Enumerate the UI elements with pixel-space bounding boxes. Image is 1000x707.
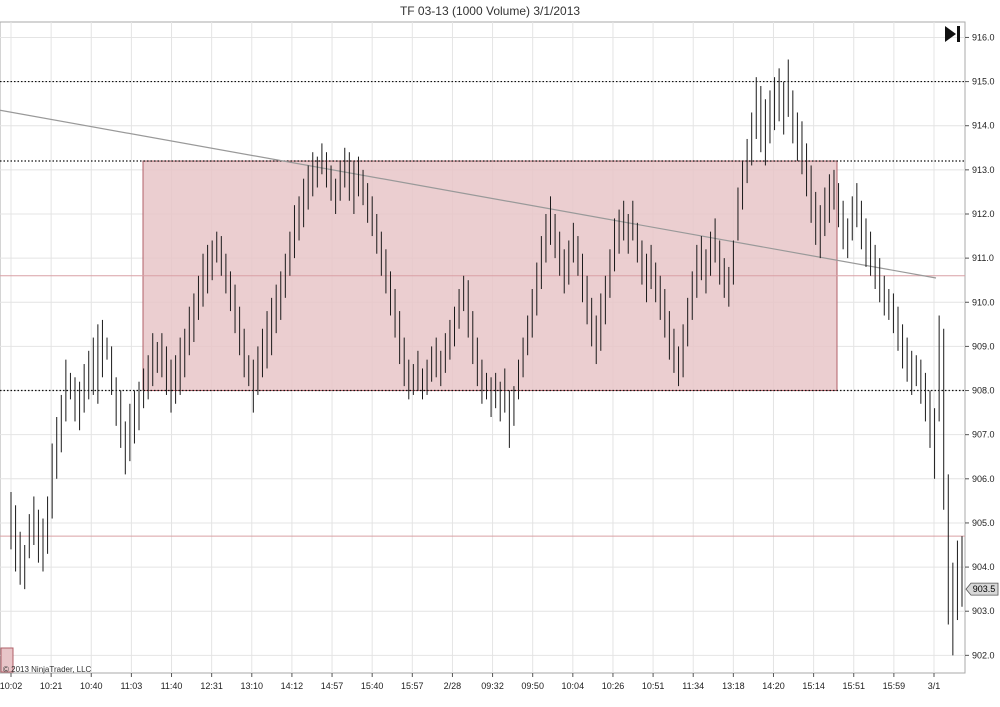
x-tick-label: 15:51 bbox=[842, 681, 865, 691]
trendline bbox=[0, 109, 937, 279]
y-tick-label: 909.0 bbox=[972, 341, 995, 351]
x-tick-label: 09:50 bbox=[521, 681, 544, 691]
last-price-badge: 903.5 bbox=[965, 582, 999, 596]
last-price-label: 903.5 bbox=[973, 584, 996, 594]
y-axis: 902.0 903.0 904.0 905.0 906.0 907.0 908.0 909.0… bbox=[965, 32, 995, 660]
x-tick-label: 14:20 bbox=[762, 681, 785, 691]
y-tick-label: 911.0 bbox=[972, 253, 994, 263]
y-tick-label: 910.0 bbox=[972, 297, 995, 307]
y-tick-label: 903.0 bbox=[972, 606, 995, 616]
x-tick-label: 15:14 bbox=[802, 681, 825, 691]
x-tick-label: 15:59 bbox=[883, 681, 906, 691]
x-tick-label: 15:40 bbox=[361, 681, 384, 691]
x-tick-label: 09:32 bbox=[481, 681, 504, 691]
chart-title: TF 03-13 (1000 Volume) 3/1/2013 bbox=[400, 4, 580, 18]
x-tick-label: 10:21 bbox=[40, 681, 63, 691]
x-tick-label: 10:04 bbox=[562, 681, 585, 691]
trend-line bbox=[0, 109, 937, 279]
y-tick-label: 915.0 bbox=[972, 77, 995, 87]
y-tick-label: 904.0 bbox=[972, 562, 995, 572]
x-tick-label: 11:40 bbox=[161, 681, 183, 691]
scroll-end-button[interactable] bbox=[940, 24, 964, 44]
x-axis: 10:02 10:21 10:40 11:03 11:40 12:31 13:10 14:12… bbox=[0, 673, 940, 691]
x-tick-label: 13:18 bbox=[722, 681, 745, 691]
ohlc-bars bbox=[10, 59, 963, 656]
x-tick-label: 12:31 bbox=[200, 681, 223, 691]
x-tick-label: 11:03 bbox=[120, 681, 142, 691]
y-tick-label: 905.0 bbox=[972, 518, 995, 528]
y-tick-label: 913.0 bbox=[972, 165, 995, 175]
x-tick-label: 14:57 bbox=[321, 681, 344, 691]
y-tick-label: 906.0 bbox=[972, 474, 995, 484]
x-tick-label: 13:10 bbox=[241, 681, 264, 691]
zone-handle[interactable] bbox=[0, 647, 14, 673]
x-tick-label: 3/1 bbox=[928, 681, 941, 691]
x-tick-label: 2/28 bbox=[444, 681, 462, 691]
x-tick-label: 10:26 bbox=[602, 681, 625, 691]
x-tick-label: 14:12 bbox=[281, 681, 304, 691]
x-tick-label: 10:02 bbox=[0, 681, 22, 691]
y-tick-label: 907.0 bbox=[972, 430, 995, 440]
end-bar-icon bbox=[957, 26, 960, 42]
x-tick-label: 10:51 bbox=[642, 681, 665, 691]
copyright-text: © 2013 NinjaTrader, LLC bbox=[3, 665, 92, 674]
y-tick-label: 914.0 bbox=[972, 121, 995, 131]
horizontal-lines bbox=[0, 80, 965, 537]
y-tick-label: 912.0 bbox=[972, 209, 995, 219]
y-tick-label: 916.0 bbox=[972, 32, 995, 42]
x-tick-label: 10:40 bbox=[80, 681, 103, 691]
x-tick-label: 15:57 bbox=[401, 681, 424, 691]
y-tick-label: 908.0 bbox=[972, 386, 995, 396]
y-tick-label: 902.0 bbox=[972, 650, 995, 660]
x-tick-label: 11:34 bbox=[682, 681, 704, 691]
play-to-end-icon[interactable] bbox=[945, 26, 956, 42]
